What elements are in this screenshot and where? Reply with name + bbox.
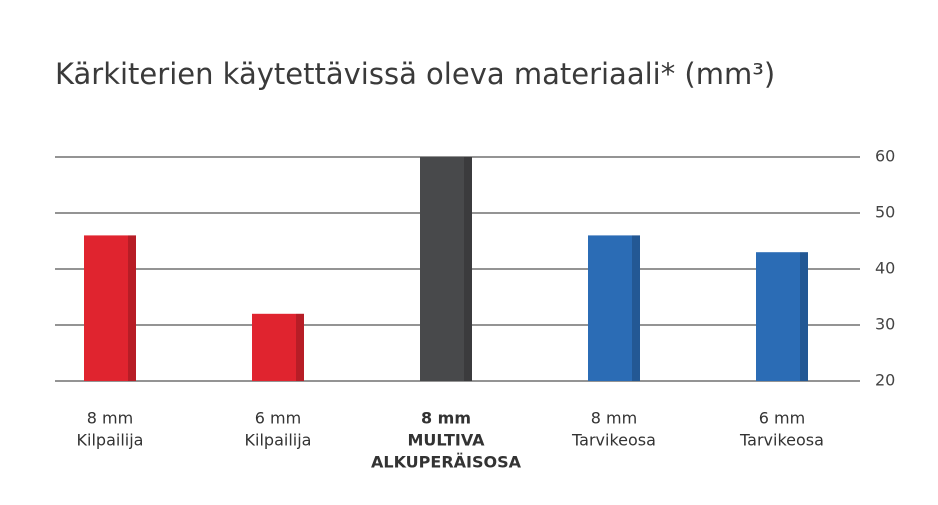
x-tick-label: 6 mm — [255, 409, 301, 428]
bar-shade — [800, 252, 808, 381]
bar — [588, 235, 640, 381]
y-tick-label: 40 — [875, 259, 895, 278]
y-tick-label: 20 — [875, 371, 895, 390]
bar-shade — [296, 313, 304, 381]
bar-shade — [464, 157, 472, 381]
x-tick-label: 8 mm — [591, 409, 637, 428]
x-tick-label: ALKUPERÄISOSA — [371, 453, 522, 472]
chart-title: Kärkiterien käytettävissä oleva materiaa… — [55, 57, 775, 91]
x-tick-label: MULTIVA — [407, 431, 485, 450]
bar-shade — [632, 235, 640, 381]
bar — [756, 252, 808, 381]
x-tick-label: 8 mm — [421, 409, 471, 428]
x-tick-label: Kilpailija — [77, 431, 144, 450]
x-tick-label: 6 mm — [759, 409, 805, 428]
x-tick-label: Tarvikeosa — [739, 431, 824, 450]
y-tick-label: 60 — [875, 147, 895, 166]
y-tick-label: 30 — [875, 315, 895, 334]
x-tick-label: 8 mm — [87, 409, 133, 428]
bar-shade — [128, 235, 136, 381]
x-tick-label: Tarvikeosa — [571, 431, 656, 450]
x-tick-label: Kilpailija — [245, 431, 312, 450]
bar — [84, 235, 136, 381]
bar — [420, 157, 472, 381]
y-tick-label: 50 — [875, 203, 895, 222]
bar — [252, 313, 304, 381]
